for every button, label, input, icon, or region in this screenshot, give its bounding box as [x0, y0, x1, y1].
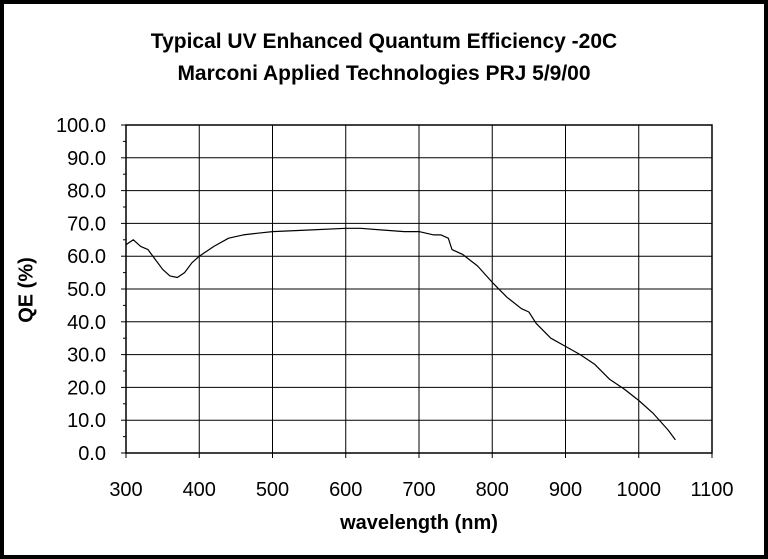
y-tick-label: 100.0: [56, 115, 106, 137]
x-tick-label: 500: [256, 479, 289, 501]
plot-frame: [125, 124, 713, 454]
y-tick-label: 60.0: [67, 246, 106, 268]
x-tick-label: 700: [402, 479, 435, 501]
y-tick-label: 20.0: [67, 377, 106, 399]
y-tick-label: 10.0: [67, 410, 106, 432]
x-tick-label: 1000: [617, 479, 662, 501]
qe-series-line: [125, 227, 676, 441]
chart-title: Typical UV Enhanced Quantum Efficiency -…: [150, 30, 618, 53]
y-tick-label: 70.0: [67, 213, 106, 235]
y-tick-label: 80.0: [67, 181, 106, 203]
x-tick-label: 600: [329, 479, 362, 501]
x-tick-label: 300: [109, 479, 142, 501]
x-tick-label: 900: [549, 479, 582, 501]
x-tick-label: 1100: [690, 479, 733, 501]
y-tick-label: 40.0: [67, 312, 106, 334]
y-tick-label: 90.0: [67, 148, 106, 170]
x-axis-label: wavelength (nm): [340, 512, 498, 534]
x-tick-label: 400: [183, 479, 216, 501]
x-tick-label: 800: [476, 479, 509, 501]
chart-background: [4, 4, 764, 555]
y-tick-label: 50.0: [67, 279, 106, 301]
y-tick-label: 30.0: [67, 345, 106, 367]
chart-subtitle: Marconi Applied Technologies PRJ 5/9/00: [177, 62, 591, 85]
y-tick-label: 0.0: [78, 443, 106, 465]
y-axis-label: QE (%): [15, 257, 38, 323]
